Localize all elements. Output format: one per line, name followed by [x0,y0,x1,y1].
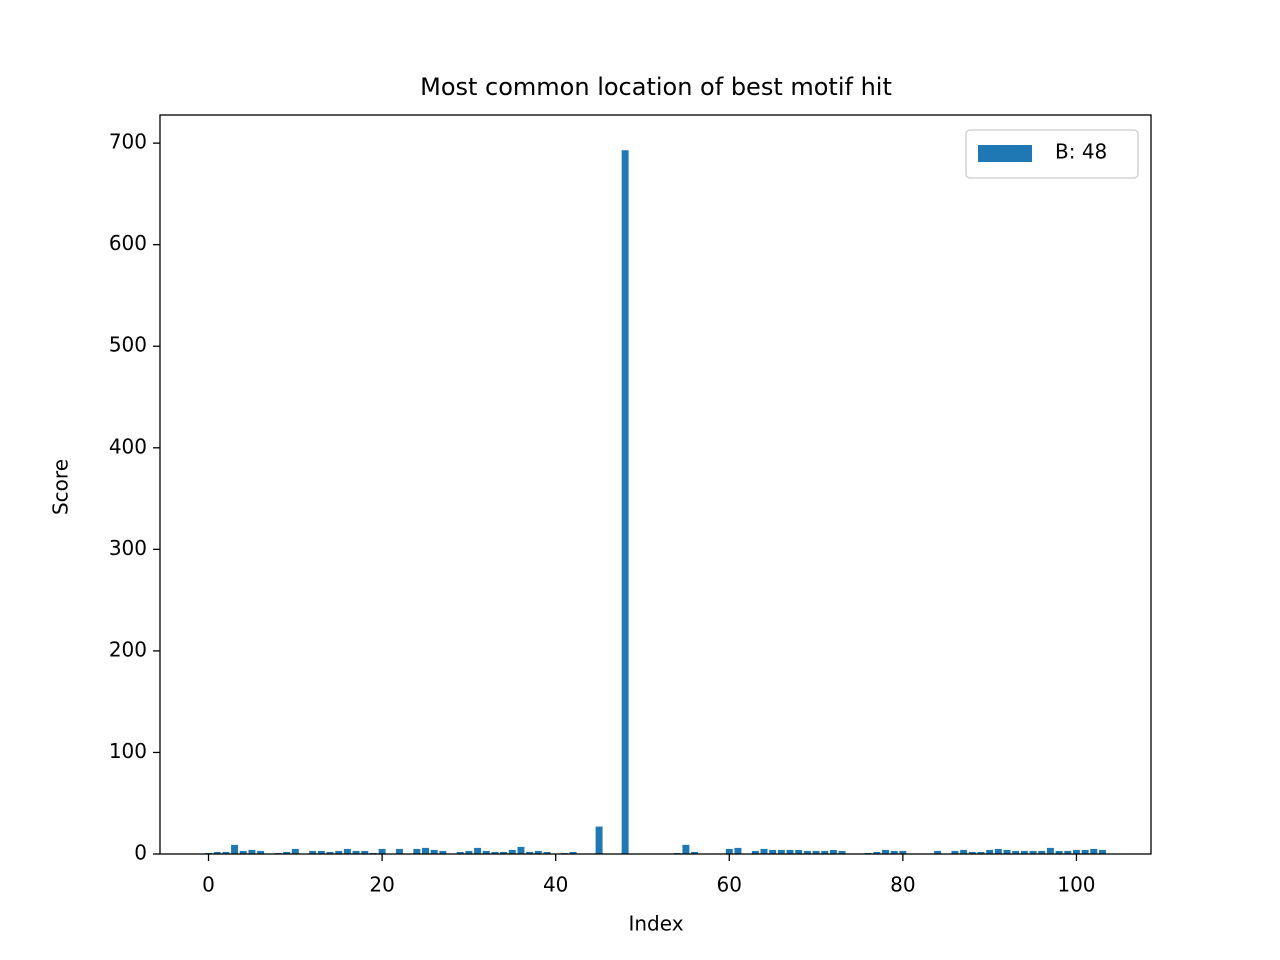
bar [534,850,542,854]
bar [1012,850,1020,854]
bar [691,851,699,854]
bar [500,851,508,854]
bar [343,848,351,854]
y-tick-label: 500 [109,333,147,357]
bar [890,850,898,854]
y-tick-label: 300 [109,536,147,560]
bar [873,851,881,854]
bar [977,851,985,854]
bar [994,848,1002,854]
bar [760,848,768,854]
bar [326,851,334,854]
bar [309,850,317,854]
bar [968,851,976,854]
bar [1081,849,1089,854]
bar [361,850,369,854]
bar [413,848,421,854]
bar [595,826,603,854]
bar [248,849,256,854]
y-tick-label: 100 [109,739,147,763]
bar [777,849,785,854]
bar [951,850,959,854]
y-tick-label: 400 [109,434,147,458]
bar [213,851,221,854]
bar [1099,849,1106,854]
bar [725,848,733,854]
bar [769,849,777,854]
legend-box [965,129,1139,179]
bar [1090,848,1098,854]
bar [482,850,490,854]
bar [317,850,325,854]
bar [439,850,447,854]
x-tick-label: 20 [369,873,394,897]
bar [335,850,343,854]
bar [1029,850,1037,854]
bar [899,850,907,854]
bar [786,849,794,854]
bar [465,850,473,854]
plot-frame [159,114,1152,855]
bar [682,844,690,854]
bar [352,850,360,854]
bar [491,851,499,854]
x-tick-label: 100 [1057,873,1095,897]
bar [812,850,820,854]
bar [829,849,837,854]
bar [1072,849,1080,854]
bar [882,849,889,854]
y-tick-label: 700 [109,130,147,154]
x-axis-label: Index [628,912,683,936]
y-tick-label: 600 [109,231,147,255]
x-tick-label: 80 [890,873,915,897]
legend-swatch [978,145,1032,162]
bar [222,851,230,854]
bar [1046,847,1054,854]
bar [569,851,577,854]
y-tick-label: 0 [134,841,147,865]
chart-title: Most common location of best motif hit [420,73,892,101]
bar [239,850,247,854]
bar [1038,850,1046,854]
bar [821,850,829,854]
bar [1003,849,1011,854]
bar [934,850,942,854]
x-tick-label: 0 [202,873,215,897]
bar [526,851,534,854]
bar [838,850,846,854]
bar [456,851,464,854]
bar [960,849,968,854]
bar [543,851,551,854]
bar [1064,850,1072,854]
bar [474,847,482,854]
bar [517,846,525,854]
x-tick-label: 40 [543,873,568,897]
bar [751,850,759,854]
bar [291,848,299,854]
y-tick-label: 200 [109,637,147,661]
bar [508,849,516,854]
bar [621,150,629,854]
bar [395,848,403,854]
x-tick-label: 60 [717,873,742,897]
bar [430,849,438,854]
bar [803,850,811,854]
bar [283,851,291,854]
bar [1020,850,1028,854]
legend-label: B: 48 [1055,140,1107,164]
bar [734,847,742,854]
bar [795,849,803,854]
bar [422,847,429,854]
bar [378,848,386,854]
bar [986,849,994,854]
bar [257,850,265,854]
bar [1055,850,1063,854]
bar [231,844,239,854]
y-axis-label: Score [49,459,73,515]
